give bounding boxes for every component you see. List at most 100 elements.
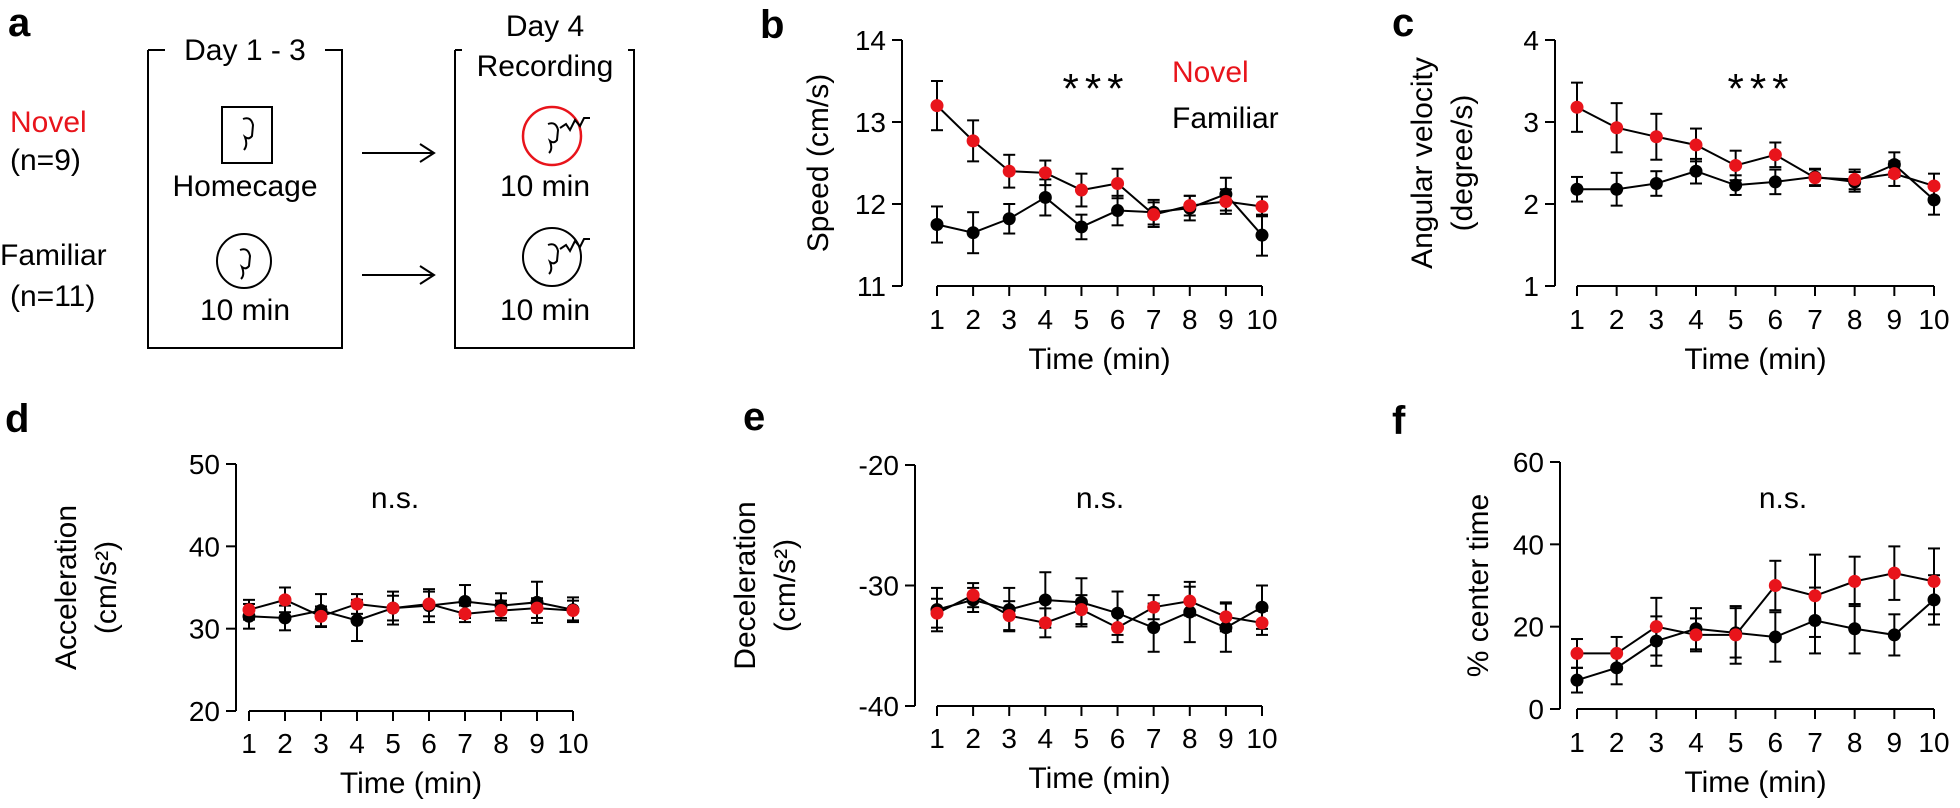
data-point-familiar xyxy=(1848,622,1862,636)
data-point-novel xyxy=(1610,121,1624,135)
mouse-in-homecage-icon xyxy=(221,106,273,164)
x-tick-label: 3 xyxy=(1649,727,1665,758)
data-point-familiar xyxy=(1038,190,1052,204)
data-point-novel xyxy=(386,601,400,615)
novel-arena-recording-icon xyxy=(521,105,590,167)
series-line-familiar xyxy=(936,192,1263,236)
x-tick-label: 9 xyxy=(1218,723,1234,754)
legend-familiar: Familiar xyxy=(1172,102,1279,135)
data-point-familiar xyxy=(1768,175,1782,189)
y-tick-label: -20 xyxy=(859,450,899,481)
data-point-novel xyxy=(242,603,256,617)
x-tick-label: 9 xyxy=(1887,727,1903,758)
x-tick-label: 6 xyxy=(1110,723,1126,754)
x-tick-label: 1 xyxy=(1569,304,1585,335)
data-point-familiar xyxy=(1570,182,1584,196)
group-familiar-n: (n=11) xyxy=(10,280,95,313)
data-point-familiar xyxy=(1111,204,1125,218)
x-tick-label: 3 xyxy=(1649,304,1665,335)
chart-panel-d: d 20 30 40 50 1 2 3 4 5 6 7 8 9 10 Time (min) Accelerati… xyxy=(5,397,589,800)
data-point-familiar xyxy=(1074,220,1088,234)
series-novel xyxy=(1570,81,1941,200)
data-point-novel xyxy=(1147,208,1161,222)
x-tick-label: 9 xyxy=(1218,304,1234,335)
data-point-novel xyxy=(1183,199,1197,213)
series-line-familiar xyxy=(1576,599,1935,682)
box1-title: Day 1 - 3 xyxy=(184,34,306,67)
y-tick-label: 40 xyxy=(189,531,220,562)
data-point-novel xyxy=(1689,628,1703,642)
x-tick-label: 10 xyxy=(1918,304,1949,335)
series-line-novel xyxy=(248,598,574,618)
data-point-novel xyxy=(1808,171,1822,185)
data-point-familiar xyxy=(1729,178,1743,192)
x-tick-label: 4 xyxy=(349,728,365,759)
y-axis-label: (cm/s²) xyxy=(90,541,123,634)
y-axis-label: Acceleration xyxy=(50,505,83,670)
panel-label-d: d xyxy=(5,397,29,441)
arrow-icon xyxy=(362,143,436,163)
x-tick-label: 7 xyxy=(1807,304,1823,335)
data-point-novel xyxy=(1927,179,1941,193)
y-tick-label: 40 xyxy=(1513,529,1544,560)
series-line-familiar xyxy=(1577,163,1935,201)
data-point-familiar xyxy=(1570,673,1584,687)
x-tick-label: 6 xyxy=(1768,304,1784,335)
data-point-familiar xyxy=(1927,193,1941,207)
y-tick-label: 14 xyxy=(855,25,886,56)
data-point-novel xyxy=(458,607,472,621)
group-novel-name: Novel xyxy=(10,106,87,139)
x-axis-label: Time (min) xyxy=(1028,343,1170,376)
data-point-novel xyxy=(350,597,364,611)
familiar-arena-recording-icon xyxy=(522,227,590,287)
y-axis-label: % center time xyxy=(1462,494,1495,677)
data-point-novel xyxy=(1038,166,1052,180)
box1-familiar-duration: 10 min xyxy=(200,294,290,327)
x-tick-label: 2 xyxy=(1609,727,1625,758)
x-tick-label: 5 xyxy=(1728,304,1744,335)
data-point-novel xyxy=(1848,172,1862,186)
x-tick-label: 9 xyxy=(529,728,545,759)
x-tick-label: 10 xyxy=(1918,727,1949,758)
homecage-label: Homecage xyxy=(172,170,317,203)
data-point-familiar xyxy=(278,611,292,625)
x-tick-label: 7 xyxy=(1146,723,1162,754)
day4-box xyxy=(454,49,635,349)
x-axis-label: Time (min) xyxy=(340,767,482,800)
data-point-novel xyxy=(966,134,980,148)
y-axis-label: Angular velocity xyxy=(1406,57,1439,269)
panel-label-c: c xyxy=(1392,1,1414,45)
data-point-novel xyxy=(1038,616,1052,630)
x-axis-label: Time (min) xyxy=(1684,766,1826,799)
data-point-novel xyxy=(1649,130,1663,144)
panel-label-e: e xyxy=(743,395,765,439)
data-point-novel xyxy=(1570,646,1584,660)
significance-annotation: *** xyxy=(1062,65,1129,112)
data-point-novel xyxy=(1111,621,1125,635)
series-familiar xyxy=(1570,151,1941,216)
y-tick-label: -30 xyxy=(859,571,899,602)
y-axis-label: Deceleration xyxy=(729,501,762,669)
x-tick-label: 2 xyxy=(1609,304,1625,335)
data-point-novel xyxy=(1255,199,1269,213)
data-point-novel xyxy=(1848,574,1862,588)
significance-annotation: n.s. xyxy=(1076,482,1124,515)
chart-panel-f: f 0 20 40 60 1 2 3 4 5 6 7 8 9 10 Time (min) % center ti… xyxy=(1392,399,1950,799)
series-line-novel xyxy=(936,594,1263,629)
y-tick-label: 1 xyxy=(1523,271,1539,302)
data-point-novel xyxy=(1147,600,1161,614)
y-tick-label: 30 xyxy=(189,614,220,645)
data-point-novel xyxy=(930,99,944,113)
day1-3-box xyxy=(147,49,343,349)
x-tick-label: 4 xyxy=(1038,723,1054,754)
x-tick-label: 7 xyxy=(1807,727,1823,758)
y-axis-label: (cm/s²) xyxy=(769,539,802,632)
data-point-novel xyxy=(1729,628,1743,642)
data-point-novel xyxy=(1649,620,1663,634)
series-novel xyxy=(930,582,1269,644)
data-point-novel xyxy=(422,597,436,611)
x-tick-label: 3 xyxy=(313,728,329,759)
x-tick-label: 2 xyxy=(277,728,293,759)
data-point-novel xyxy=(1074,603,1088,617)
